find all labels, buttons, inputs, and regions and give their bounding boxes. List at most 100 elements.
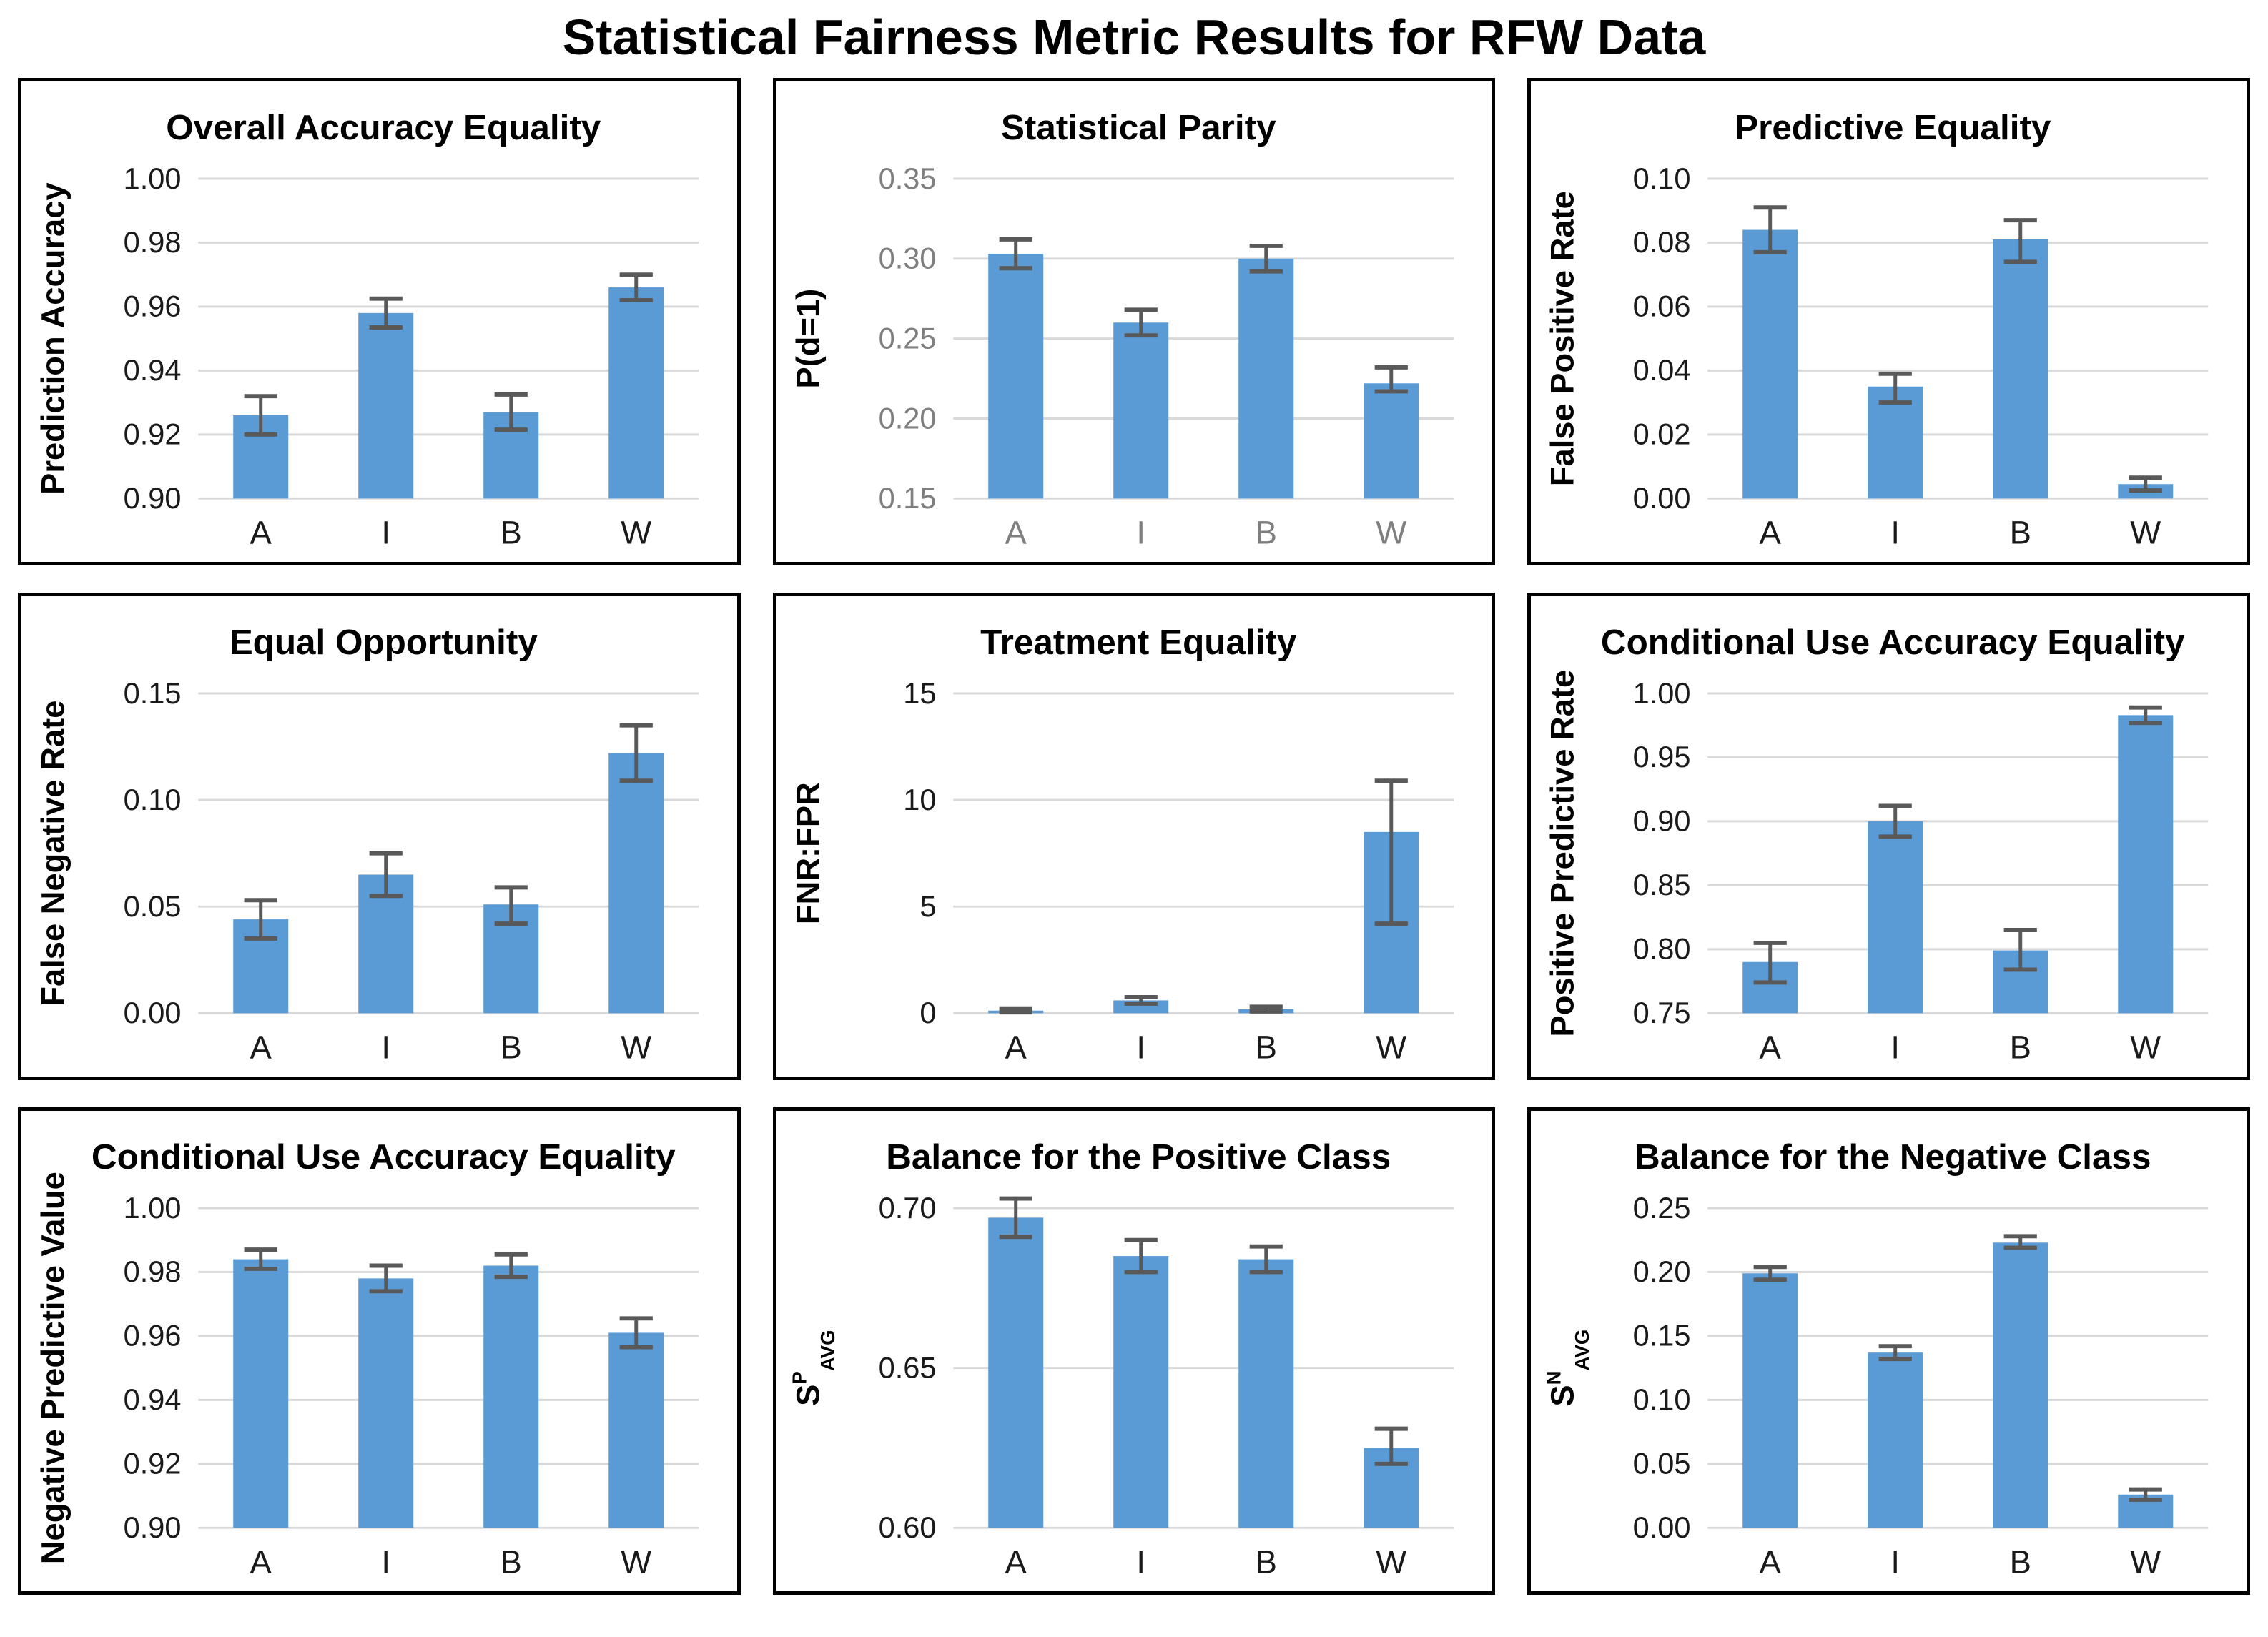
y-axis-title: P(d=1) [789,289,826,389]
y-axis-title-subscript: AVG [817,1330,839,1371]
y-tick-label: 15 [903,676,936,710]
x-category-label: W [621,1543,651,1580]
bar [987,1217,1043,1528]
x-category-label: I [1136,1543,1145,1580]
charts-grid: 0.90 0.92 0.94 0.96 0.98 1.00 Overall Accuracy… [0,69,2268,1609]
chart-panel-conditional-use-accuracy-equality-npv: 0.90 0.92 0.94 0.96 0.98 1.00 Conditional Use … [18,1107,741,1595]
bar [1993,239,2048,499]
x-category-label: B [1255,514,1276,550]
x-category-label: W [1376,1543,1406,1580]
x-category-label: W [621,1029,651,1065]
y-axis-title: False Negative Rate [34,701,71,1007]
bar [1868,386,1923,499]
y-tick-label: 0.08 [1633,225,1691,259]
y-axis-title: Negative Predictive Value [34,1172,71,1564]
figure-root: Statistical Fairness Metric Results for … [0,10,2268,1609]
bar-chart-equal-opportunity: 0.00 0.05 0.10 0.15 Equal Opportunity A I B W Fal… [34,623,699,1065]
y-tick-label: 0.00 [1633,481,1691,515]
y-tick-label: 0.06 [1633,290,1691,323]
y-tick-label: 0.05 [124,889,182,923]
bar-chart-balance-positive-class: 0.60 0.65 0.70 Balance for the Positive Cla… [788,1137,1454,1580]
y-axis-title: SN AVG [1543,1330,1594,1407]
bar [358,312,414,499]
bar [1113,1256,1168,1528]
y-axis-title: Positive Predictive Rate [1544,670,1581,1037]
y-axis-title-superscript: N [1543,1370,1565,1385]
y-tick-label: 0.10 [1633,162,1691,195]
y-tick-label: 0.35 [878,162,936,195]
x-category-label: W [1376,1029,1406,1065]
y-tick-label: 0.65 [878,1351,936,1385]
x-category-label: A [1005,1029,1027,1065]
x-category-label: B [501,1029,522,1065]
x-category-label: A [1760,514,1782,550]
chart-panel-overall-accuracy-equality: 0.90 0.92 0.94 0.96 0.98 1.00 Overall Accuracy… [18,78,741,565]
bar-chart-statistical-parity: 0.15 0.20 0.25 0.30 0.35 Statistical Parity A I… [789,108,1454,550]
y-tick-label: 1.00 [124,162,182,195]
bar-chart-treatment-equality: 0 5 10 15 Treatment Equality A I B W FNR:FPR [789,623,1454,1065]
y-tick-label: 0.90 [124,481,182,515]
y-tick-label: 1.00 [124,1191,182,1225]
bar [1113,322,1168,499]
bar [1868,1352,1923,1528]
y-axis-title: False Positive Rate [1544,191,1581,486]
y-tick-label: 0.70 [878,1191,936,1225]
y-tick-label: 0.75 [1633,996,1691,1029]
bar-chart-conditional-use-accuracy-equality-npv: 0.90 0.92 0.94 0.96 0.98 1.00 Conditional Use … [34,1137,699,1580]
y-axis-title-base: S [789,1385,826,1406]
x-category-label: B [2010,1543,2031,1580]
bar-chart-balance-negative-class: 0.00 0.05 0.10 0.15 0.20 0.25 Balance for the … [1543,1137,2209,1580]
y-tick-label: 10 [903,783,936,816]
x-category-label: I [1891,1543,1900,1580]
y-tick-label: 0.10 [124,783,182,816]
y-tick-label: 0 [919,996,936,1029]
bar [358,1278,414,1528]
y-tick-label: 0.20 [1633,1255,1691,1288]
bar-chart-overall-accuracy-equality: 0.90 0.92 0.94 0.96 0.98 1.00 Overall Accuracy… [34,108,699,550]
x-category-label: W [2131,1029,2161,1065]
x-category-label: B [1255,1543,1276,1580]
chart-title: Overall Accuracy Equality [166,108,601,147]
chart-title: Balance for the Negative Class [1635,1137,2151,1177]
chart-panel-treatment-equality: 0 5 10 15 Treatment Equality A I B W FNR:FPR [772,593,1496,1080]
x-category-label: I [1891,1029,1900,1065]
y-tick-label: 0.05 [1633,1447,1691,1480]
x-category-label: W [1376,514,1406,550]
y-tick-label: 0.98 [124,1255,182,1288]
x-category-label: W [621,514,651,550]
x-category-label: A [1760,1029,1782,1065]
x-category-label: W [2131,1543,2161,1580]
bar [1363,383,1419,499]
y-tick-label: 0.90 [1633,804,1691,838]
y-axis-title: SP AVG [788,1330,839,1405]
y-tick-label: 0.96 [124,290,182,323]
x-category-label: I [1891,514,1900,550]
y-tick-label: 0.94 [124,353,182,387]
y-axis-title: FNR:FPR [789,782,826,924]
y-tick-label: 0.30 [878,242,936,275]
y-axis-title-superscript: P [788,1371,810,1384]
x-category-label: B [2010,1029,2031,1065]
y-tick-label: 0.92 [124,417,182,451]
chart-title: Statistical Parity [1001,108,1276,147]
bar-chart-conditional-use-accuracy-equality-ppr: 0.75 0.80 0.85 0.90 0.95 1.00 Conditional Use … [1544,623,2209,1065]
bar [1238,258,1293,499]
chart-panel-balance-positive-class: 0.60 0.65 0.70 Balance for the Positive Cla… [772,1107,1496,1595]
y-tick-label: 0.15 [878,481,936,515]
chart-panel-equal-opportunity: 0.00 0.05 0.10 0.15 Equal Opportunity A I B W Fal… [18,593,741,1080]
bar [608,753,664,1014]
y-tick-label: 0.25 [878,322,936,355]
bar [608,1332,664,1528]
chart-panel-statistical-parity: 0.15 0.20 0.25 0.30 0.35 Statistical Parity A I… [772,78,1496,565]
x-category-label: A [1005,514,1027,550]
y-tick-label: 0.60 [878,1510,936,1544]
bar [1993,1242,2048,1528]
y-tick-label: 0.96 [124,1319,182,1352]
y-tick-label: 0.00 [124,996,182,1029]
y-tick-label: 0.85 [1633,868,1691,901]
chart-title: Predictive Equality [1735,108,2051,147]
x-category-label: B [501,1543,522,1580]
bar [1238,1259,1293,1528]
y-tick-label: 0.10 [1633,1383,1691,1416]
bar [1868,821,1923,1014]
